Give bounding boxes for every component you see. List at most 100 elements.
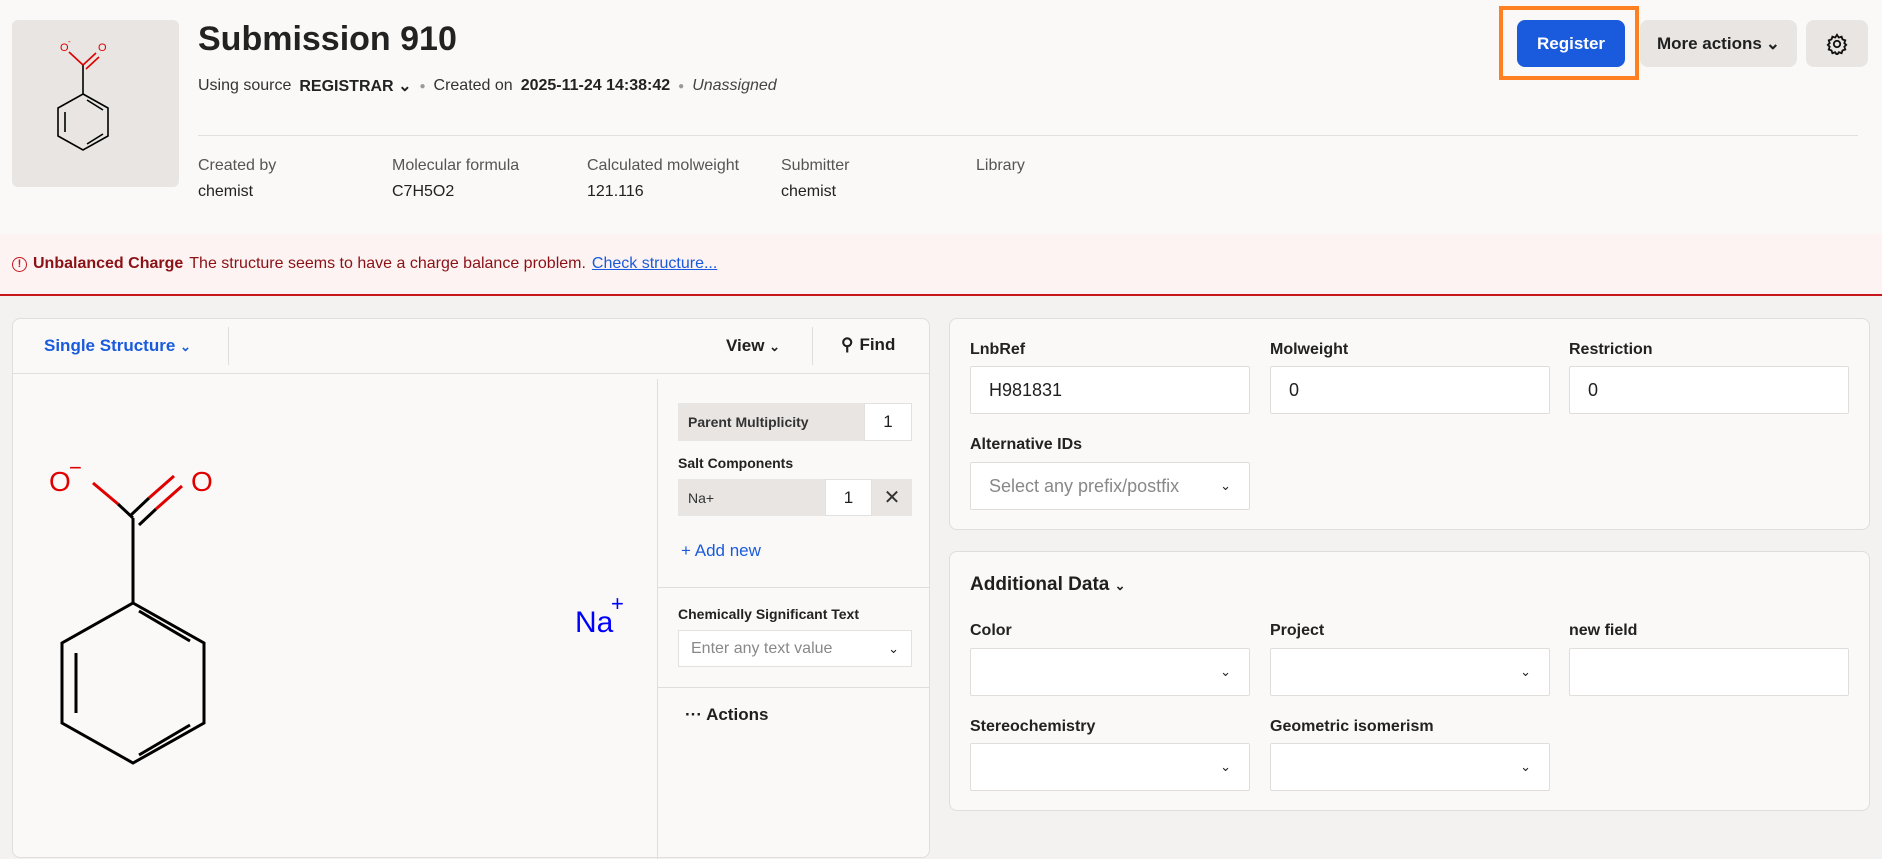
stereochemistry-select[interactable]: ⌄ — [970, 743, 1250, 791]
chevron-down-icon: ⌄ — [398, 78, 412, 95]
submission-meta: Using source REGISTRAR ⌄ ● Created on 20… — [198, 76, 777, 96]
chevron-down-icon: ⌄ — [180, 339, 191, 354]
separator-dot: ● — [678, 80, 685, 92]
info-value: chemist — [198, 183, 254, 200]
divider — [198, 135, 1858, 136]
registration-fields-panel: LnbRef H981831 Molweight 0 Restriction 0… — [949, 318, 1870, 530]
created-on-label: Created on — [433, 77, 513, 94]
salt-count-input[interactable]: 1 — [825, 479, 872, 516]
oxygen-anion-label: O — [49, 466, 71, 497]
salt-components-label: Salt Components — [678, 455, 794, 471]
actions-menu-button[interactable]: ··· Actions — [685, 705, 768, 725]
chevron-down-icon: ⌄ — [1520, 759, 1531, 774]
cst-placeholder: Enter any text value — [691, 639, 833, 657]
add-salt-button[interactable]: + Add new — [681, 541, 761, 561]
color-label: Color — [970, 622, 1012, 639]
add-new-label: Add new — [694, 541, 761, 560]
alternative-ids-placeholder: Select any prefix/postfix — [989, 475, 1180, 496]
structure-mode-dropdown[interactable]: Single Structure ⌄ — [44, 336, 191, 356]
structure-mode-label: Single Structure — [44, 336, 176, 355]
info-value: C7H5O2 — [392, 183, 455, 200]
find-button[interactable]: ⚲ Find — [841, 335, 895, 355]
assignee[interactable]: Unassigned — [692, 77, 777, 94]
chevron-down-icon: ⌄ — [1220, 478, 1231, 493]
alert-circle-icon: ! — [12, 256, 27, 272]
molweight-input[interactable]: 0 — [1270, 366, 1550, 414]
remove-salt-button[interactable]: ✕ — [872, 479, 912, 516]
register-button[interactable]: Register — [1517, 20, 1625, 67]
plus-icon: + — [681, 541, 691, 560]
geometric-isomerism-select[interactable]: ⌄ — [1270, 743, 1550, 791]
page-title: Submission 910 — [198, 20, 457, 58]
restriction-value: 0 — [1588, 379, 1599, 400]
alert-title: Unbalanced Charge — [33, 255, 184, 272]
info-label: Submitter — [781, 157, 850, 174]
divider — [658, 587, 930, 588]
svg-text:O: O — [98, 42, 107, 54]
more-actions-button[interactable]: More actions ⌄ — [1640, 20, 1797, 67]
geometric-isomerism-label: Geometric isomerism — [1270, 718, 1434, 735]
info-label: Molecular formula — [392, 157, 520, 174]
find-label: Find — [859, 335, 896, 354]
alternative-ids-select[interactable]: Select any prefix/postfix ⌄ — [970, 462, 1250, 510]
view-label: View — [726, 336, 765, 355]
color-select[interactable]: ⌄ — [970, 648, 1250, 696]
project-select[interactable]: ⌄ — [1270, 648, 1550, 696]
svg-text:O: O — [60, 42, 69, 54]
cst-select[interactable]: Enter any text value ⌄ — [678, 630, 912, 667]
restriction-input[interactable]: 0 — [1569, 366, 1849, 414]
divider — [228, 327, 229, 365]
charge-alert-banner: ! Unbalanced Charge The structure seems … — [0, 234, 1882, 296]
additional-data-toggle[interactable]: Additional Data ⌄ — [970, 574, 1126, 596]
more-actions-label: More actions — [1656, 33, 1762, 53]
chevron-down-icon: ⌄ — [1765, 33, 1781, 53]
chevron-down-icon: ⌄ — [1220, 664, 1231, 679]
source-dropdown[interactable]: REGISTRAR ⌄ — [299, 76, 411, 96]
restriction-label: Restriction — [1569, 341, 1653, 358]
info-created-by: Created by chemist — [198, 157, 276, 201]
structure-toolbar: Single Structure ⌄ View ⌄ ⚲ Find — [13, 319, 929, 374]
info-label: Calculated molweight — [587, 157, 740, 174]
lnbref-input[interactable]: H981831 — [970, 366, 1250, 414]
info-library: Library — [976, 157, 1025, 183]
stereochemistry-label: Stereochemistry — [970, 718, 1096, 735]
molweight-label: Molweight — [1270, 341, 1349, 358]
gear-icon — [1826, 32, 1848, 55]
chevron-down-icon: ⌄ — [1114, 578, 1126, 593]
chevron-down-icon: ⌄ — [769, 339, 781, 354]
divider — [657, 379, 658, 859]
project-label: Project — [1270, 622, 1325, 639]
structure-canvas[interactable]: O − O Na + — [13, 375, 653, 855]
view-dropdown[interactable]: View ⌄ — [726, 336, 780, 356]
highlight-box — [1499, 6, 1639, 80]
search-icon: ⚲ — [841, 335, 854, 354]
check-structure-link[interactable]: Check structure... — [591, 255, 718, 272]
chevron-down-icon: ⌄ — [1520, 664, 1531, 679]
divider — [812, 327, 813, 365]
info-molecular-formula: Molecular formula C7H5O2 — [392, 157, 519, 201]
negative-charge-label: − — [69, 455, 82, 480]
info-value: chemist — [781, 183, 837, 200]
divider — [658, 687, 930, 688]
parent-multiplicity-label: Parent Multiplicity — [678, 403, 864, 441]
close-icon: ✕ — [883, 487, 901, 509]
alternative-ids-label: Alternative IDs — [970, 436, 1083, 453]
settings-button[interactable] — [1806, 20, 1868, 67]
ellipsis-icon: ··· — [685, 705, 702, 724]
separator-dot: ● — [419, 80, 426, 92]
info-label: Created by — [198, 157, 277, 174]
actions-label: Actions — [706, 705, 769, 724]
structure-thumbnail[interactable]: O - O — [12, 20, 179, 187]
benzoate-thumbnail-image: O - O — [57, 37, 109, 151]
benzoate-drawing — [60, 474, 206, 765]
alert-message: The structure seems to have a charge bal… — [189, 255, 586, 272]
sodium-label: Na — [575, 606, 614, 639]
info-label: Library — [976, 157, 1025, 174]
parent-multiplicity-input[interactable]: 1 — [864, 403, 912, 441]
lnbref-label: LnbRef — [970, 341, 1026, 358]
structure-panel: Single Structure ⌄ View ⌄ ⚲ Find O − O Na… — [12, 318, 930, 859]
additional-data-title: Additional Data — [970, 574, 1110, 595]
new-field-input[interactable] — [1569, 648, 1849, 696]
positive-charge-label: + — [611, 591, 624, 616]
salt-name: Na+ — [678, 479, 825, 516]
